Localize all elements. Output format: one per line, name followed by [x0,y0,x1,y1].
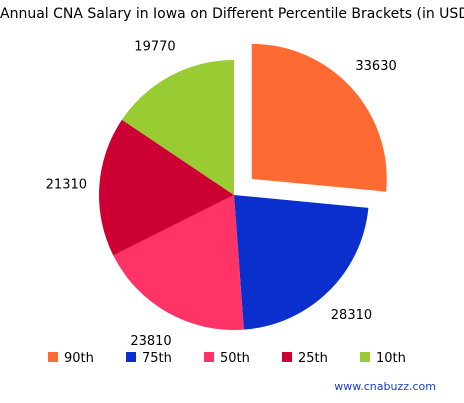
data-label-90th: 33630 [355,59,396,74]
pie-slice-90th [251,43,387,192]
legend-label-50th: 50th [220,351,250,366]
data-label-25th: 21310 [46,177,87,192]
pie-slice-25th [99,119,234,256]
legend-label-25th: 25th [298,351,328,366]
legend-swatch-90th [48,352,58,362]
legend-label-90th: 90th [64,351,94,366]
pie-slice-50th [113,195,244,330]
data-label-10th: 19770 [134,40,175,55]
legend-swatch-25th [282,352,292,362]
legend-swatch-75th [126,352,136,362]
pie-slice-10th [121,60,234,195]
data-label-50th: 23810 [130,334,171,349]
source-footer: www.cnabuzz.com [334,380,436,393]
data-label-75th: 28310 [331,308,372,323]
pie-slice-75th [234,195,369,330]
legend-swatch-10th [360,352,370,362]
legend-label-75th: 75th [142,351,172,366]
legend-swatch-50th [204,352,214,362]
legend-label-10th: 10th [376,351,406,366]
chart-title: Annual CNA Salary in Iowa on Different P… [0,6,464,22]
